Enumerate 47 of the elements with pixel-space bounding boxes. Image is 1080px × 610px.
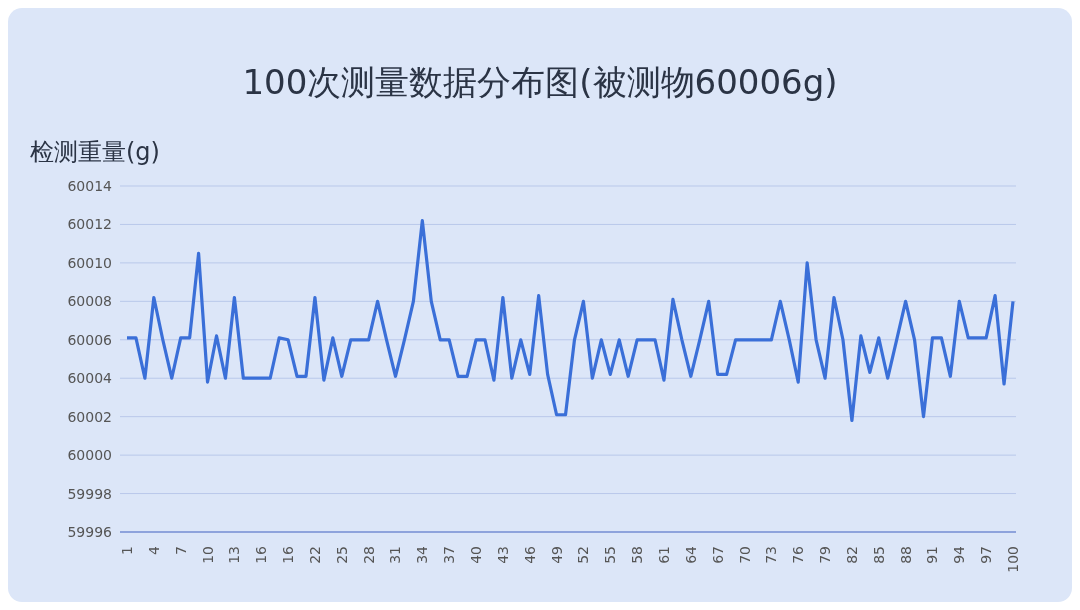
x-tick-label: 67 xyxy=(709,546,726,564)
chart-title: 100次测量数据分布图(被测物60006g) xyxy=(241,61,839,104)
x-tick-label: 25 xyxy=(333,546,350,564)
x-tick-label: 46 xyxy=(521,545,538,564)
x-tick-label: 79 xyxy=(817,546,834,564)
y-tick-label: 60010 xyxy=(67,254,112,271)
y-tick-label: 60002 xyxy=(67,408,112,425)
x-tick-label: 97 xyxy=(978,546,995,564)
x-tick-label: 100 xyxy=(1005,546,1021,573)
x-tick-label: 91 xyxy=(924,546,941,564)
x-tick-label: 40 xyxy=(468,546,485,564)
y-tick-label: 60014 xyxy=(67,177,113,194)
x-tick-label: 64 xyxy=(682,545,699,564)
x-tick-label: 70 xyxy=(736,546,753,564)
x-tick-label: 37 xyxy=(441,546,458,564)
x-tick-label: 22 xyxy=(306,546,323,564)
y-tick-label: 60012 xyxy=(67,216,112,233)
x-tick-label: 61 xyxy=(655,546,672,564)
x-tick-label: 43 xyxy=(494,546,511,564)
x-tick-label: 1 xyxy=(119,546,135,555)
x-tick-label: 4 xyxy=(145,545,162,555)
y-tick-label: 59996 xyxy=(67,523,113,540)
x-tick-label: 31 xyxy=(387,546,404,564)
x-tick-label: 52 xyxy=(575,546,592,564)
x-tick-label: 58 xyxy=(629,546,646,564)
y-tick-label: 60000 xyxy=(67,447,112,464)
x-tick-label: 34 xyxy=(414,545,431,564)
x-tick-label: 76 xyxy=(790,545,807,564)
y-tick-label: 60006 xyxy=(67,331,113,348)
x-tick-label: 73 xyxy=(763,546,780,564)
x-tick-label: 16 xyxy=(280,545,297,564)
x-tick-label: 28 xyxy=(360,546,377,564)
x-tick-label: 7 xyxy=(172,546,189,555)
y-tick-label: 60004 xyxy=(67,370,113,387)
x-tick-label: 55 xyxy=(602,546,619,564)
x-tick-label: 13 xyxy=(226,546,243,564)
y-tick-label: 60008 xyxy=(67,293,112,310)
x-tick-label: 10 xyxy=(199,546,216,564)
x-tick-label: 85 xyxy=(870,546,887,564)
x-tick-label: 82 xyxy=(843,546,860,564)
x-tick-label: 94 xyxy=(951,545,968,564)
y-tick-label: 59998 xyxy=(67,485,112,502)
x-tick-label: 16 xyxy=(253,545,270,564)
line-series xyxy=(125,219,1015,423)
x-tick-label: 49 xyxy=(548,546,565,564)
x-tick-label: 88 xyxy=(897,546,914,564)
y-axis-title: 检测重量(g) xyxy=(30,137,160,168)
